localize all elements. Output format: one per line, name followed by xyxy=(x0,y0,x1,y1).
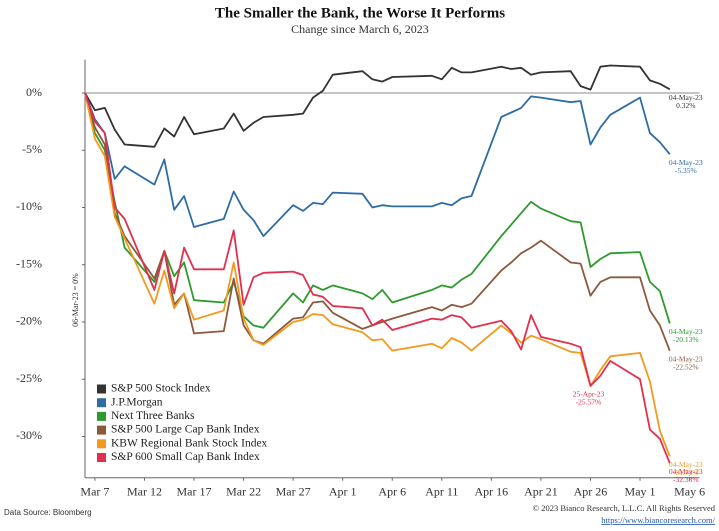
chart-title: The Smaller the Bank, the Worse It Perfo… xyxy=(215,5,505,21)
annotation: 04-May-23 xyxy=(669,467,703,476)
y-axis-note: 06-Mar-23 = 0% xyxy=(71,273,80,327)
source: Data Source: Bloomberg xyxy=(4,508,92,517)
annotation: -25.57% xyxy=(576,397,602,406)
annotation: 25-Apr-23 xyxy=(573,389,605,398)
legend-label: J.P.Morgan xyxy=(111,396,163,408)
annotation: 04-May-23 xyxy=(669,327,703,336)
annotation: -5.35% xyxy=(675,166,697,175)
x-tick-label: Apr 1 xyxy=(329,484,357,498)
legend-swatch xyxy=(97,453,106,462)
y-tick-label: 0% xyxy=(26,85,42,99)
series-line xyxy=(84,92,671,457)
annotation: 04-May-23 xyxy=(669,158,703,167)
y-tick-label: -20% xyxy=(16,314,42,328)
series-line xyxy=(84,64,671,148)
y-tick-label: -5% xyxy=(22,142,42,156)
x-tick-label: Apr 6 xyxy=(378,484,406,498)
legend-label: S&P 500 Large Cap Bank Index xyxy=(111,424,260,436)
legend-swatch xyxy=(97,439,106,449)
annotation: 04-May-23 xyxy=(669,93,703,102)
chart-subtitle: Change since March 6, 2023 xyxy=(291,22,429,36)
series-line xyxy=(84,92,671,464)
x-tick-label: Mar 7 xyxy=(80,484,109,498)
legend-swatch xyxy=(97,425,106,435)
series-line xyxy=(84,92,671,237)
annotation: 04-May-23 xyxy=(669,355,703,364)
series-line xyxy=(84,92,671,329)
annotation: -32.33% xyxy=(673,475,699,484)
x-tick-label: Apr 26 xyxy=(574,484,608,498)
legend-label: Next Three Banks xyxy=(111,410,195,422)
x-tick-label: Apr 21 xyxy=(524,484,558,498)
x-tick-label: Mar 17 xyxy=(177,484,212,498)
series-line xyxy=(84,92,671,352)
url[interactable]: https://www.biancoresearch.com/ xyxy=(601,515,715,525)
annotation: 0.32% xyxy=(676,101,695,110)
legend-swatch xyxy=(97,398,106,408)
x-tick-label: May 6 xyxy=(674,484,705,498)
annotation: -22.52% xyxy=(673,363,699,372)
y-tick-label: -30% xyxy=(16,428,42,442)
x-tick-label: Mar 12 xyxy=(127,484,162,498)
annotation: -31.74% xyxy=(673,468,699,477)
annotation: 04-May-23 xyxy=(669,460,703,469)
x-tick-label: Apr 11 xyxy=(425,484,458,498)
y-tick-label: -25% xyxy=(16,371,42,385)
legend-label: S&P 500 Stock Index xyxy=(111,383,211,395)
legend-label: KBW Regional Bank Stock Index xyxy=(111,437,268,449)
x-tick-label: Apr 16 xyxy=(475,484,509,498)
copyright: © 2023 Bianco Research, L.L.C. All Right… xyxy=(533,503,716,513)
annotation: -20.13% xyxy=(673,335,699,344)
x-tick-label: Mar 22 xyxy=(226,484,261,498)
y-tick-label: -10% xyxy=(16,199,42,213)
legend-swatch xyxy=(97,384,106,394)
x-tick-label: May 1 xyxy=(625,484,656,498)
legend-swatch xyxy=(97,411,106,421)
legend-label: S&P 600 Small Cap Bank Index xyxy=(111,451,260,463)
x-tick-label: Mar 27 xyxy=(276,484,311,498)
y-tick-label: -15% xyxy=(16,256,42,270)
